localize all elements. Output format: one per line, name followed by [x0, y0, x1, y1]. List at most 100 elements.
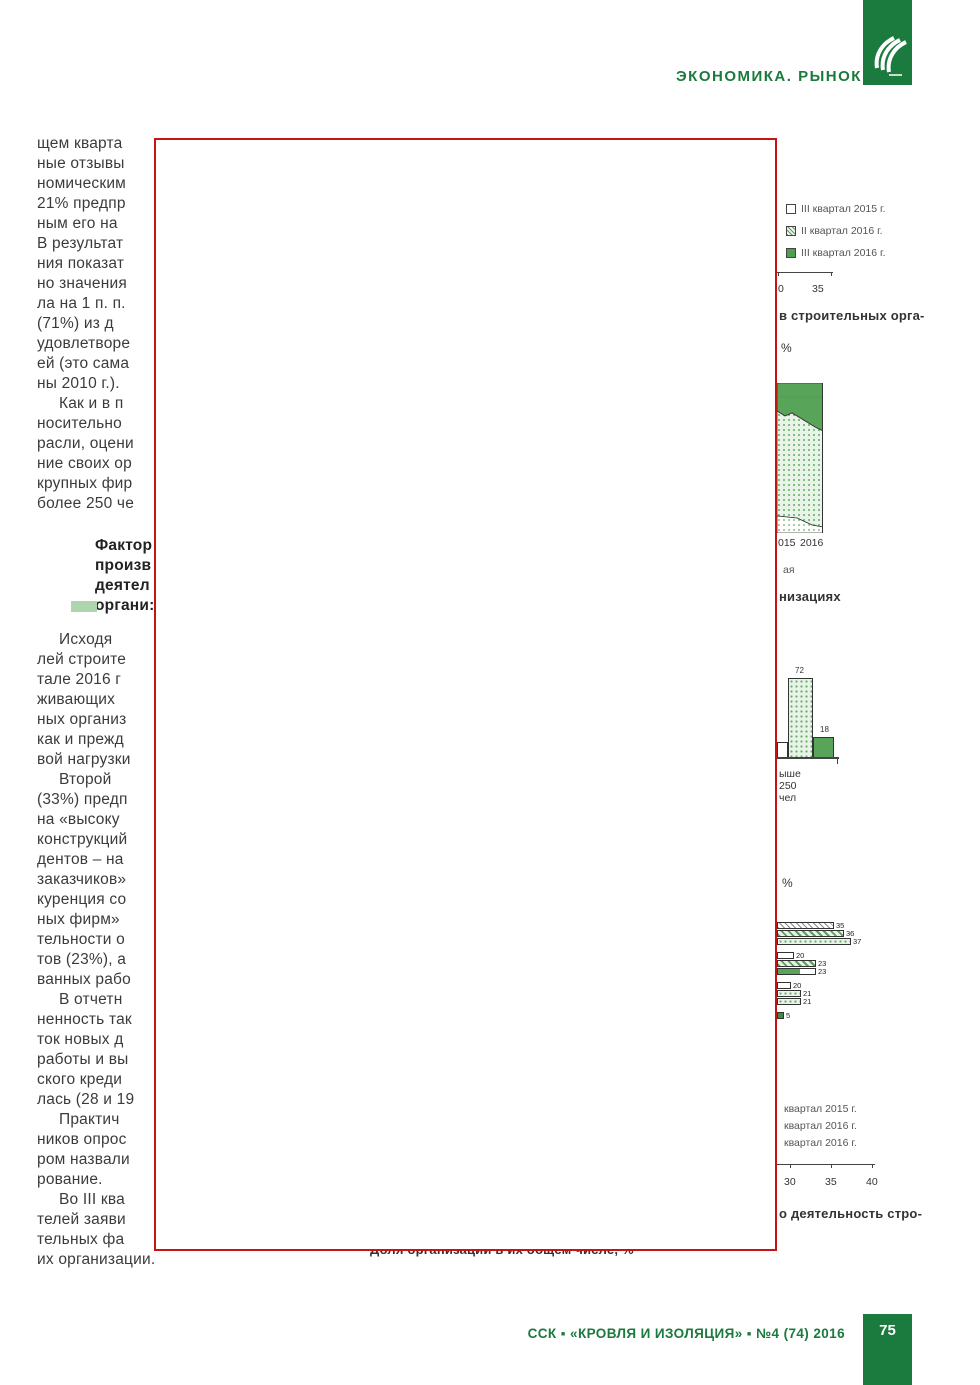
bar-value-label: 72	[795, 666, 804, 675]
text-line-fragment: ненность так	[37, 1011, 132, 1028]
hbar	[777, 998, 801, 1005]
axis-tick-label: 0	[778, 283, 784, 295]
legend-label: III квартал 2015 г.	[801, 203, 886, 215]
axis-tick-label: 015	[778, 537, 796, 549]
chart-top-legend: III квартал 2015 г. II квартал 2016 г. I…	[786, 198, 886, 264]
text-line: ей (это сама	[37, 354, 247, 374]
text-line-fragment: Второй	[59, 771, 112, 788]
hbar-value: 23	[818, 967, 827, 976]
text-line-fragment: удовлетворе	[37, 335, 131, 352]
hbar-row: 36	[777, 930, 897, 937]
text-line-fragment: 21% предпр	[37, 195, 126, 212]
text-line: ным его на	[37, 214, 247, 234]
hbar-row: 23	[777, 960, 897, 967]
text-line: ников опрос	[37, 1130, 247, 1150]
hbar-row: 37	[777, 938, 897, 945]
text-line: ского креди	[37, 1070, 247, 1090]
text-line: Как и в п	[37, 394, 247, 414]
hbar	[777, 922, 834, 929]
text-line-fragment: лей строите	[37, 651, 127, 668]
text-line: на «высоку	[37, 810, 247, 830]
hbar	[777, 960, 816, 967]
text-line-fragment: ных организ	[37, 711, 127, 728]
text-line-fragment: Фактор	[95, 537, 153, 554]
text-line: (33%) предп	[37, 790, 247, 810]
text-line-fragment: крупных фир	[37, 475, 133, 492]
legend-marker	[786, 226, 796, 236]
text-line: ние своих ор	[37, 454, 247, 474]
text-line: В результат	[37, 234, 247, 254]
text-line: щем кварта	[37, 134, 247, 154]
hbar-row: 5	[777, 1012, 897, 1019]
hbar-value: 37	[853, 937, 862, 946]
text-line: дентов – на	[37, 850, 247, 870]
hbar-row: 21	[777, 998, 897, 1005]
text-line: ненность так	[37, 1010, 247, 1030]
hbar	[777, 990, 801, 997]
text-line-fragment: телей заяви	[37, 1211, 126, 1228]
text-line-fragment: номическим	[37, 175, 127, 192]
bar	[813, 737, 834, 758]
text-line-fragment: на «высоку	[37, 811, 120, 828]
text-line-fragment: работы и вы	[37, 1051, 129, 1068]
text-line-fragment: вой нагрузки	[37, 751, 131, 768]
hbar	[777, 968, 816, 975]
legend-label: II квартал 2016 г.	[801, 225, 883, 237]
horizontal-bar-chart: 35 36 37 20 23 23 20 21 21 5	[777, 922, 897, 1020]
text-line-fragment: щем кварта	[37, 135, 123, 152]
legend-label: квартал 2016 г.	[784, 1119, 857, 1132]
axis-tick-label: 30	[784, 1176, 796, 1188]
text-line: Фактор	[37, 536, 247, 556]
text-line: носительно	[37, 414, 247, 434]
hbar-row: 20	[777, 952, 897, 959]
text-line-fragment: В результат	[37, 235, 124, 252]
text-line: но значения	[37, 274, 247, 294]
text-line-fragment: дентов – на	[37, 851, 124, 868]
publisher-logo	[863, 0, 912, 85]
page-number: 75	[879, 1322, 896, 1339]
text-line-fragment: ным его на	[37, 215, 118, 232]
text-line-fragment: В отчетн	[59, 991, 123, 1008]
text-line-fragment: ей (это сама	[37, 355, 130, 372]
chart-top-caption: в строительных орга-	[779, 308, 925, 323]
text-line: конструкций	[37, 830, 247, 850]
text-line: Практич	[37, 1110, 247, 1130]
axis-tick-label: 40	[866, 1176, 878, 1188]
text-line-fragment: ных фирм»	[37, 911, 120, 928]
text-line-fragment: лась (28 и 19	[37, 1091, 135, 1108]
axis-tick-label: 2016	[800, 537, 824, 549]
text-line-fragment: более 250 че	[37, 495, 135, 512]
text-line-fragment: носительно	[37, 415, 122, 432]
axis-tick-label: 35	[812, 283, 824, 295]
text-line: вой нагрузки	[37, 750, 247, 770]
hbar	[777, 930, 844, 937]
text-line: телей заяви	[37, 1210, 247, 1230]
text-line-fragment: ников опрос	[37, 1131, 127, 1148]
chart-baseline	[777, 757, 839, 764]
text-line: номическим	[37, 174, 247, 194]
page-number-box: 75	[863, 1314, 912, 1385]
text-line: (71%) из д	[37, 314, 247, 334]
text-line-fragment: ния показат	[37, 255, 125, 272]
legend-row: квартал 2015 г.	[784, 1100, 857, 1117]
area-chart	[776, 382, 824, 538]
category-label: ыше 250 чел	[779, 768, 801, 804]
bar	[777, 742, 788, 758]
text-line: Во III ква	[37, 1190, 247, 1210]
text-line-fragment: ные отзывы	[37, 155, 125, 172]
text-line: ные отзывы	[37, 154, 247, 174]
text-line-fragment: ток новых д	[37, 1031, 124, 1048]
text-line-fragment: Исходя	[59, 631, 113, 648]
text-line-fragment: ла на 1 п. п.	[37, 295, 126, 312]
text-line-fragment: ванных рабо	[37, 971, 131, 988]
legend-marker	[786, 204, 796, 214]
text-line-fragment: (71%) из д	[37, 315, 114, 332]
text-line-fragment: тельности о	[37, 931, 125, 948]
text-line-fragment: ром назвали	[37, 1151, 130, 1168]
text-line-fragment: живающих	[37, 691, 116, 708]
hbar	[777, 1012, 784, 1019]
percent-label: %	[781, 341, 792, 355]
text-line: крупных фир	[37, 474, 247, 494]
chart-bottom-caption: о деятельность стро-	[779, 1206, 923, 1221]
chart-top-axis	[777, 272, 833, 276]
